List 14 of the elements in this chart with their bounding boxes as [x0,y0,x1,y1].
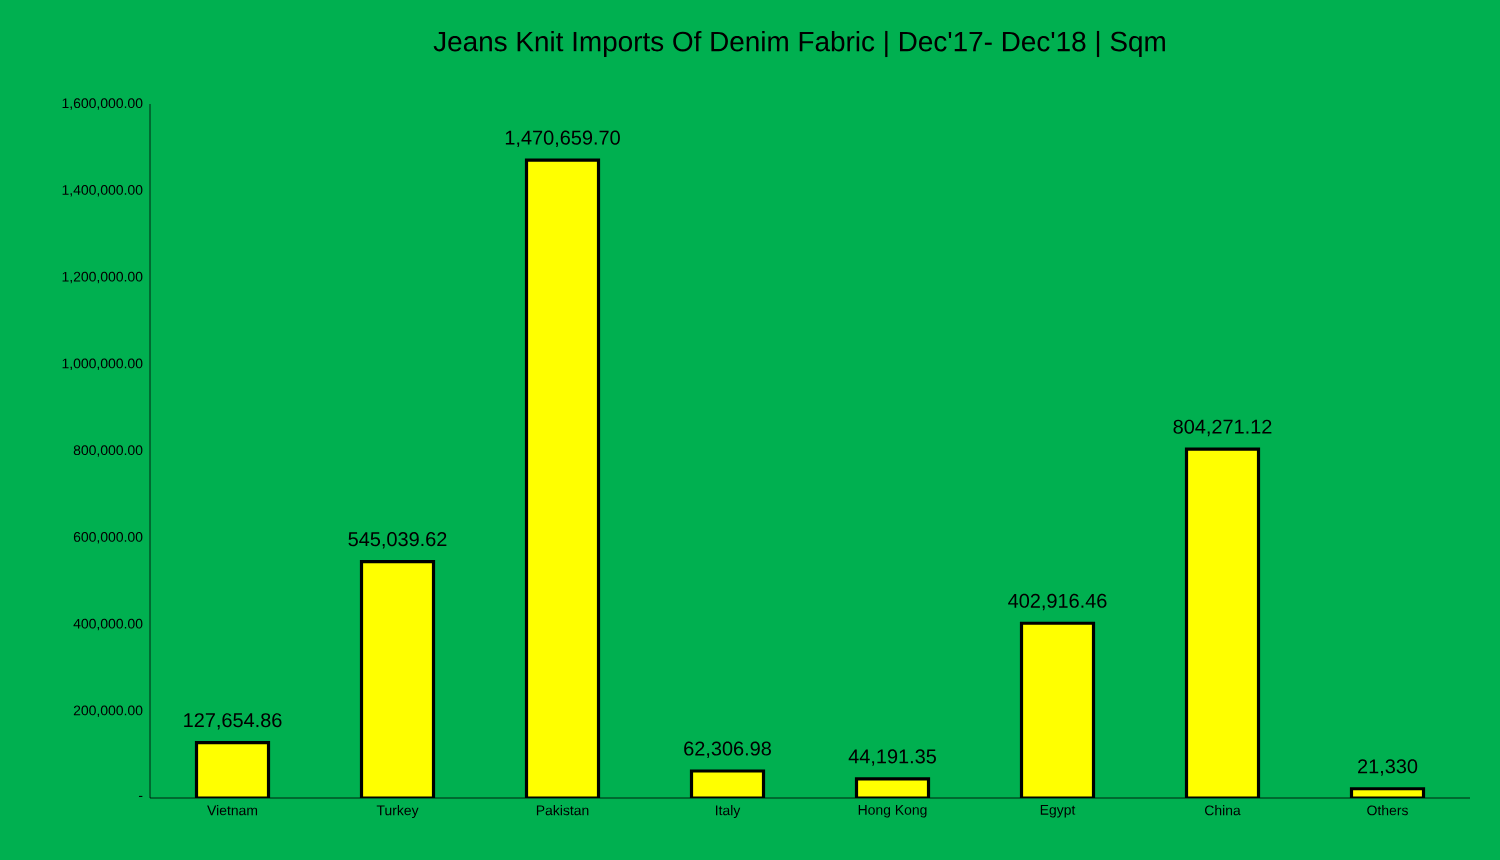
data-label: 127,654.86 [184,713,282,730]
bar [359,559,436,798]
bar [194,741,271,798]
chart-title: Jeans Knit Imports Of Denim Fabric | Dec'17- Dec'18 | Sqm [433,30,1165,58]
data-label: 545,039.62 [348,532,447,549]
data-label: 62,306.98 [684,741,771,758]
bar [524,158,601,798]
data-label: 804,271.12 [1173,419,1272,437]
data-label: 44,191.35 [848,749,936,766]
bar [1019,621,1096,798]
data-label: 1,470,659.70 [505,130,620,148]
bar [1184,447,1261,798]
data-label: 21,330 [1358,759,1418,776]
data-label: 402,916.46 [1008,593,1107,611]
